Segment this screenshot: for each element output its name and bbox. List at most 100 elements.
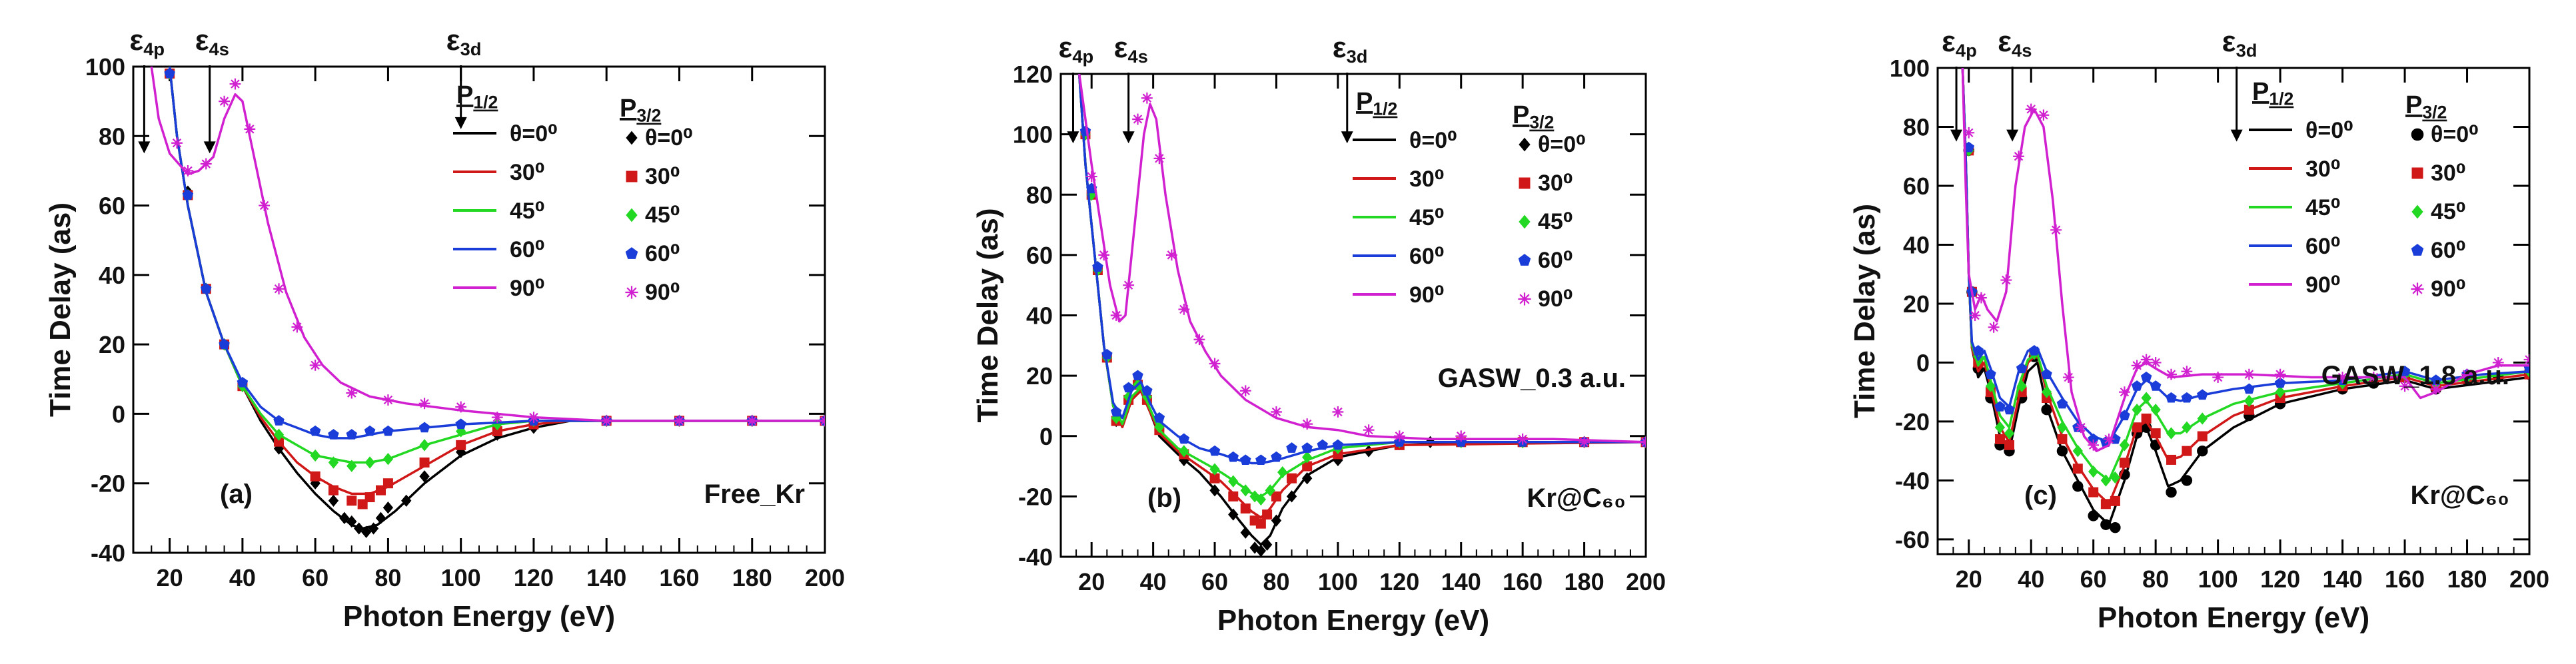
data-point bbox=[2274, 368, 2286, 380]
x-tick-label: 40 bbox=[1140, 568, 1167, 595]
panel-annotation: Kr@C₆₀ bbox=[2410, 481, 2509, 510]
data-point bbox=[1455, 430, 1467, 442]
data-point bbox=[2000, 274, 2012, 286]
data-point bbox=[819, 415, 825, 427]
legend-header-p32: P3/2 bbox=[1513, 101, 1554, 133]
legend-label-p32: 60⁰ bbox=[645, 241, 680, 266]
data-point bbox=[2197, 389, 2208, 400]
data-point bbox=[2166, 427, 2177, 440]
data-point bbox=[1193, 334, 1205, 346]
data-point bbox=[328, 456, 339, 469]
data-point bbox=[273, 428, 285, 441]
data-point bbox=[291, 321, 303, 333]
data-point bbox=[2057, 434, 2068, 444]
data-point bbox=[2461, 368, 2473, 380]
legend-label-p32: 30⁰ bbox=[2431, 161, 2466, 186]
data-point bbox=[1240, 484, 1251, 497]
y-tick-label: 40 bbox=[1026, 302, 1053, 330]
y-tick-label: 40 bbox=[1903, 231, 1930, 258]
data-point bbox=[328, 429, 339, 440]
data-point bbox=[1972, 345, 1984, 356]
data-point bbox=[1209, 358, 1221, 370]
y-tick-label: 100 bbox=[85, 53, 125, 81]
data-point bbox=[1271, 514, 1282, 527]
data-point bbox=[2337, 372, 2348, 383]
legend-label-p32: 30⁰ bbox=[645, 164, 680, 189]
data-point bbox=[1228, 491, 1239, 501]
data-point bbox=[2050, 224, 2062, 236]
data-point bbox=[364, 456, 375, 469]
data-point bbox=[1240, 503, 1251, 513]
data-point bbox=[2072, 464, 2083, 474]
data-point bbox=[1179, 445, 1189, 458]
data-point bbox=[346, 496, 357, 506]
x-tick-label: 60 bbox=[2080, 565, 2107, 593]
data-point bbox=[2100, 499, 2111, 509]
legend-label-p12: 45⁰ bbox=[510, 198, 545, 224]
x-tick-label: 60 bbox=[302, 564, 328, 591]
data-point bbox=[418, 398, 430, 410]
threshold-arrowhead bbox=[1122, 131, 1135, 144]
y-tick-label: -40 bbox=[91, 539, 125, 567]
data-point bbox=[346, 515, 357, 528]
legend-header-p12: P1/2 bbox=[1356, 88, 1397, 119]
y-tick-label: 80 bbox=[1903, 113, 1930, 141]
y-tick-label: 0 bbox=[1039, 423, 1053, 450]
x-tick-label: 140 bbox=[2323, 565, 2363, 593]
data-point bbox=[364, 425, 376, 436]
x-tick-label: 160 bbox=[1503, 568, 1543, 595]
y-axis-title: Time Delay (as) bbox=[971, 208, 1004, 422]
data-point bbox=[1579, 436, 1590, 448]
x-tick-label: 80 bbox=[2142, 565, 2169, 593]
data-point bbox=[1098, 249, 1110, 261]
legend-label-p12: 30⁰ bbox=[510, 160, 545, 185]
data-point bbox=[375, 511, 386, 525]
series-group bbox=[1077, 74, 1646, 557]
y-tick-label: 20 bbox=[99, 331, 125, 358]
data-point bbox=[1228, 508, 1239, 521]
x-tick-label: 100 bbox=[2198, 565, 2238, 593]
legend-marker bbox=[1519, 214, 1531, 229]
legend-marker bbox=[625, 247, 638, 259]
data-point bbox=[2110, 496, 2120, 506]
data-point bbox=[2492, 357, 2504, 368]
data-point bbox=[1227, 451, 1239, 462]
legend-label-p32: 45⁰ bbox=[2431, 199, 2466, 224]
data-point bbox=[2075, 422, 2087, 434]
data-point bbox=[2399, 365, 2411, 376]
legend-marker bbox=[2411, 167, 2423, 179]
data-point bbox=[2150, 428, 2161, 439]
data-point bbox=[1132, 370, 1143, 381]
data-point bbox=[1976, 292, 1987, 304]
threshold-label: ε4s bbox=[1114, 31, 1148, 67]
data-point bbox=[1363, 424, 1375, 436]
data-point bbox=[164, 67, 175, 79]
data-point bbox=[2150, 380, 2162, 391]
threshold-arrowhead bbox=[203, 141, 216, 154]
data-point bbox=[1240, 526, 1251, 539]
data-point bbox=[2166, 368, 2177, 380]
legend-label-p12: 60⁰ bbox=[2305, 234, 2341, 259]
data-point bbox=[2110, 471, 2121, 484]
y-tick-label: 60 bbox=[1026, 242, 1053, 269]
data-point bbox=[1228, 475, 1239, 488]
series-line-4 bbox=[150, 67, 825, 422]
data-point bbox=[1640, 436, 1646, 448]
x-tick-label: 80 bbox=[374, 564, 401, 591]
data-point bbox=[1255, 544, 1267, 557]
x-tick-label: 120 bbox=[1379, 568, 1419, 595]
data-point bbox=[528, 412, 540, 424]
data-point bbox=[2140, 371, 2152, 382]
data-point bbox=[2141, 413, 2152, 424]
x-tick-label: 100 bbox=[1318, 568, 1358, 595]
legend-label-p32: θ=0⁰ bbox=[1538, 132, 1586, 157]
legend-marker bbox=[2411, 282, 2424, 296]
threshold-label: ε4p bbox=[129, 24, 165, 59]
x-tick-label: 200 bbox=[1626, 568, 1666, 595]
data-point bbox=[2212, 372, 2224, 383]
data-point bbox=[2275, 386, 2285, 398]
data-point bbox=[2244, 394, 2255, 408]
data-point bbox=[1261, 538, 1273, 551]
data-point bbox=[1969, 310, 1981, 322]
legend-header-p12: P1/2 bbox=[2252, 78, 2293, 109]
